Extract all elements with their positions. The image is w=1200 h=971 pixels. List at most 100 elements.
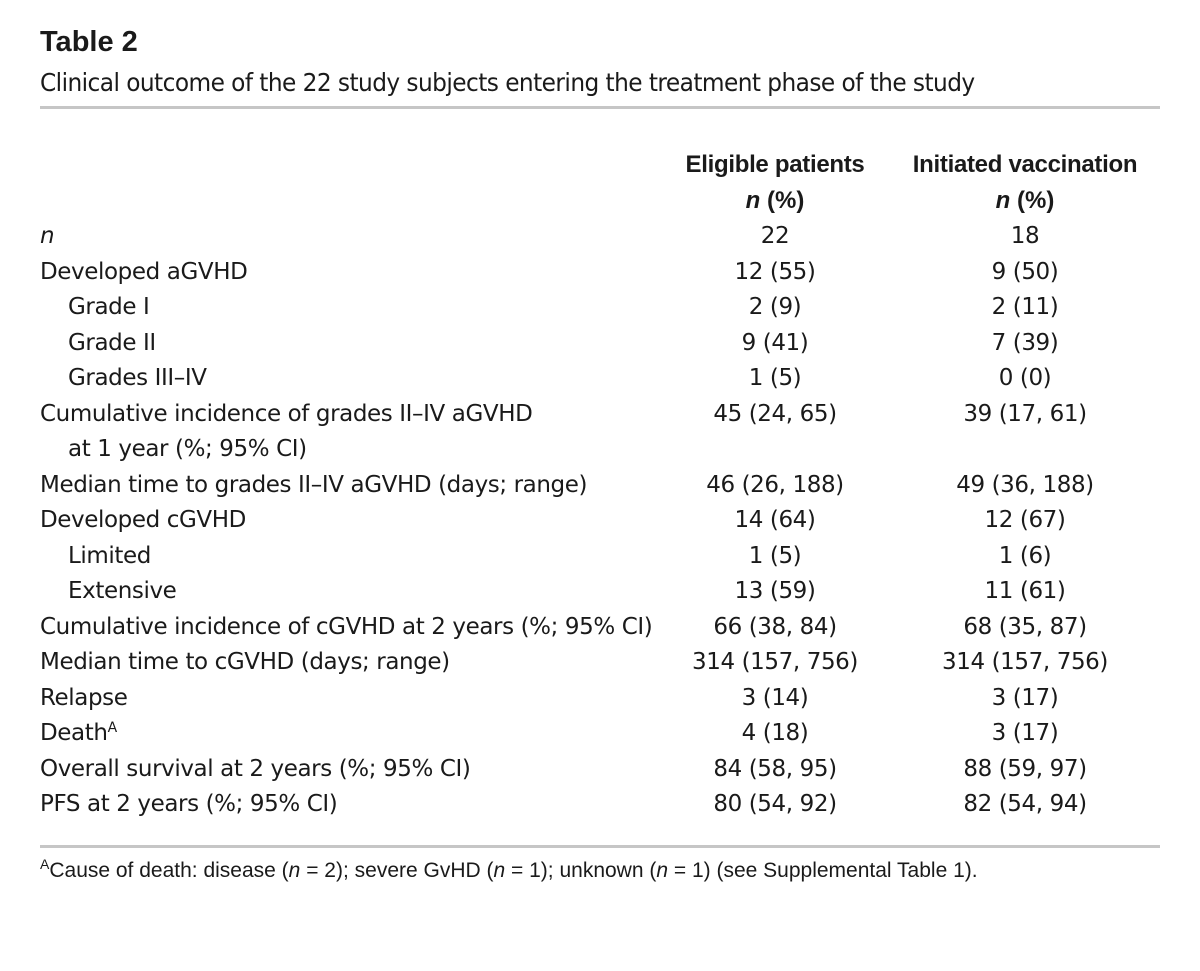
row-label: Median time to cGVHD (days; range) xyxy=(40,649,450,675)
row-label: Developed cGVHD xyxy=(40,507,246,533)
cell-vaccinated: 2 (11) xyxy=(991,294,1059,320)
footnote-marker: A xyxy=(40,855,50,872)
footnote-n: n xyxy=(493,858,506,882)
row-label: Overall survival at 2 years (%; 95% CI) xyxy=(40,755,471,782)
row-label: PFS at 2 years (%; 95% CI) xyxy=(40,791,338,817)
cell-eligible: 1 (5) xyxy=(748,365,802,391)
cell-vaccinated: 12 (67) xyxy=(984,507,1066,533)
cell-vaccinated: 3 (17) xyxy=(991,720,1059,746)
cell-vaccinated-empty xyxy=(890,432,1160,468)
table-row: Developed aGVHD 12 (55) 9 (50) xyxy=(40,255,1160,291)
cell-eligible: 66 (38, 84) xyxy=(713,613,837,640)
cell-eligible: 9 (41) xyxy=(741,329,809,356)
cell-vaccinated: 68 (35, 87) xyxy=(963,613,1087,640)
table-row: Relapse 3 (14) 3 (17) xyxy=(40,681,1160,717)
cell-eligible: 2 (9) xyxy=(748,294,802,320)
row-label: Grade II xyxy=(68,329,156,356)
table-footnote: ACause of death: disease (n = 2); severe… xyxy=(40,856,1160,886)
subheader-n: n xyxy=(745,187,761,214)
table-row: Grade I 2 (9) 2 (11) xyxy=(40,290,1160,326)
table-row: Grades III–IV 1 (5) 0 (0) xyxy=(40,361,1160,397)
cell-eligible: 84 (58, 95) xyxy=(713,755,837,782)
table-caption: Clinical outcome of the 22 study subject… xyxy=(40,68,975,97)
cell-vaccinated: 11 (61) xyxy=(984,578,1066,604)
cell-vaccinated: 9 (50) xyxy=(991,258,1059,285)
cell-eligible: 314 (157, 756) xyxy=(692,649,858,675)
outcome-table: Eligible patients Initiated vaccination … xyxy=(40,147,1160,823)
row-label: DeathA xyxy=(40,716,660,752)
row-label: Grade I xyxy=(68,294,150,320)
table-label: Table 2 xyxy=(40,26,138,58)
subheader-percent: (%) xyxy=(1010,187,1055,214)
cell-eligible: 3 (14) xyxy=(741,684,809,711)
header-row-units: n (%) n (%) xyxy=(40,183,1160,219)
cell-eligible-empty xyxy=(660,432,890,468)
row-label: Median time to grades II–IV aGVHD (days;… xyxy=(40,471,588,498)
cell-vaccinated: 1 (6) xyxy=(998,542,1052,569)
header-empty-cell xyxy=(40,147,660,183)
table-row: Extensive 13 (59) 11 (61) xyxy=(40,574,1160,610)
table-row: DeathA 4 (18) 3 (17) xyxy=(40,716,1160,752)
footnote-text: = 1) (see Supplemental Table 1). xyxy=(668,858,978,882)
column-header-eligible: Eligible patients xyxy=(685,151,865,178)
cell-eligible: 4 (18) xyxy=(741,720,809,746)
cell-vaccinated: 49 (36, 188) xyxy=(956,471,1094,498)
cell-eligible: 13 (59) xyxy=(734,578,816,604)
column-header-vaccinated: Initiated vaccination xyxy=(912,151,1138,178)
row-label: Relapse xyxy=(40,684,128,711)
row-label: n xyxy=(40,219,660,255)
header-empty-cell xyxy=(40,183,660,219)
cell-vaccinated: 314 (157, 756) xyxy=(942,649,1108,675)
row-label: Extensive xyxy=(68,578,177,604)
row-label: Grades III–IV xyxy=(68,365,207,391)
cell-eligible: 46 (26, 188) xyxy=(706,471,844,498)
cell-eligible: 45 (24, 65) xyxy=(713,400,837,427)
cell-eligible: 22 xyxy=(760,223,790,249)
footnote-n: n xyxy=(656,858,669,882)
bottom-rule xyxy=(40,844,1160,848)
footnote-text: = 1); unknown ( xyxy=(505,858,657,882)
table-body: n 22 18 Developed aGVHD 12 (55) 9 (50) G… xyxy=(40,219,1160,823)
column-subheader-eligible: n (%) xyxy=(660,183,890,219)
table-row: Grade II 9 (41) 7 (39) xyxy=(40,326,1160,362)
subheader-n: n xyxy=(995,187,1011,214)
row-label-text: Death xyxy=(40,720,108,746)
table-header: Eligible patients Initiated vaccination … xyxy=(40,147,1160,219)
top-rule xyxy=(40,106,1160,109)
row-label-text: n xyxy=(40,223,55,249)
table-row: n 22 18 xyxy=(40,219,1160,255)
row-label-continuation: at 1 year (%; 95% CI) xyxy=(68,436,307,462)
cell-vaccinated: 88 (59, 97) xyxy=(963,755,1087,782)
table-row: Developed cGVHD 14 (64) 12 (67) xyxy=(40,503,1160,539)
table-figure: Table 2 Clinical outcome of the 22 study… xyxy=(40,22,1160,886)
cell-eligible: 80 (54, 92) xyxy=(713,791,837,817)
row-label: Cumulative incidence of cGVHD at 2 years… xyxy=(40,613,653,640)
cell-vaccinated: 0 (0) xyxy=(998,365,1052,391)
table-row: PFS at 2 years (%; 95% CI) 80 (54, 92) 8… xyxy=(40,787,1160,823)
header-row-titles: Eligible patients Initiated vaccination xyxy=(40,147,1160,183)
row-label: Cumulative incidence of grades II–IV aGV… xyxy=(40,400,533,427)
cell-vaccinated: 3 (17) xyxy=(991,684,1059,711)
column-subheader-vaccinated: n (%) xyxy=(890,183,1160,219)
cell-eligible: 1 (5) xyxy=(748,542,802,569)
footnote-text: = 2); severe GvHD ( xyxy=(300,858,494,882)
row-label: Developed aGVHD xyxy=(40,258,248,285)
cell-vaccinated: 7 (39) xyxy=(991,329,1059,356)
cell-vaccinated: 82 (54, 94) xyxy=(963,791,1087,817)
footnote-text: Cause of death: disease ( xyxy=(49,858,289,882)
cell-vaccinated: 18 xyxy=(1010,223,1040,249)
table-row: Overall survival at 2 years (%; 95% CI) … xyxy=(40,752,1160,788)
table-row: Limited 1 (5) 1 (6) xyxy=(40,539,1160,575)
table-row: Median time to cGVHD (days; range) 314 (… xyxy=(40,645,1160,681)
row-label: Limited xyxy=(68,542,151,569)
table-row: Cumulative incidence of grades II–IV aGV… xyxy=(40,397,1160,433)
subheader-percent: (%) xyxy=(760,187,805,214)
table-row: Median time to grades II–IV aGVHD (days;… xyxy=(40,468,1160,504)
footnote-marker: A xyxy=(107,720,118,736)
cell-eligible: 12 (55) xyxy=(734,258,816,285)
cell-eligible: 14 (64) xyxy=(734,507,816,533)
table-row: Cumulative incidence of cGVHD at 2 years… xyxy=(40,610,1160,646)
table-row-continuation: at 1 year (%; 95% CI) xyxy=(40,432,1160,468)
cell-vaccinated: 39 (17, 61) xyxy=(963,400,1087,427)
footnote-n: n xyxy=(288,858,301,882)
